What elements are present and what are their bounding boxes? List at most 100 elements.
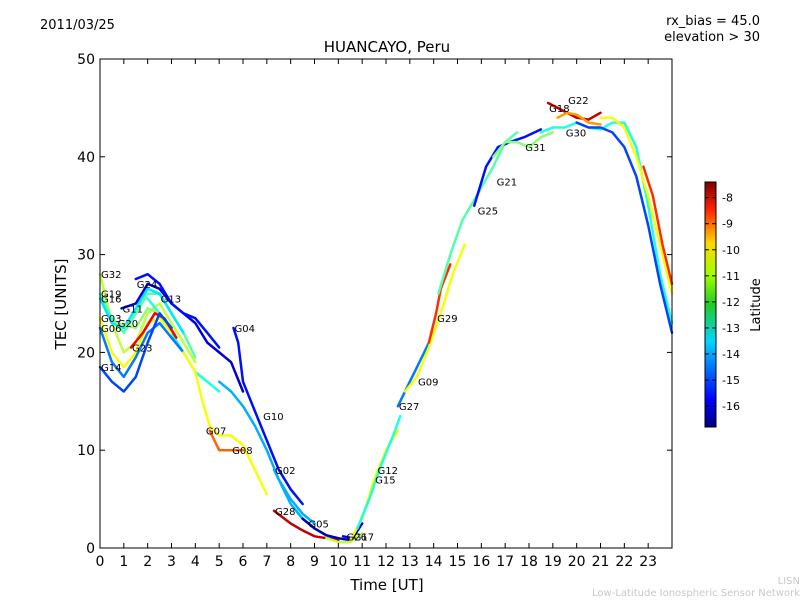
series-line-g30 bbox=[539, 121, 674, 325]
sat-label-g18: G18 bbox=[549, 104, 569, 115]
sat-label-g27: G27 bbox=[399, 402, 419, 413]
sat-label-g21: G21 bbox=[497, 177, 517, 188]
x-tick-label: 9 bbox=[310, 554, 319, 570]
x-tick-label: 6 bbox=[239, 554, 248, 570]
x-tick-label: 15 bbox=[449, 554, 467, 570]
sat-label-g15: G15 bbox=[375, 476, 395, 487]
colorbar-tick-label: -14 bbox=[722, 348, 740, 361]
x-tick-label: 14 bbox=[425, 554, 443, 570]
sat-label-g02: G02 bbox=[275, 466, 295, 477]
sat-label-g22: G22 bbox=[568, 96, 588, 107]
sat-label-g14: G14 bbox=[101, 363, 121, 374]
x-tick-label: 19 bbox=[544, 554, 562, 570]
series-line-g27 bbox=[396, 331, 435, 408]
colorbar-tick-label: -16 bbox=[722, 400, 740, 413]
sat-label-g24: G24 bbox=[137, 280, 157, 291]
x-tick-label: 12 bbox=[377, 554, 395, 570]
sat-label-g25: G25 bbox=[478, 207, 498, 218]
sat-label-g08: G08 bbox=[232, 446, 252, 457]
colorbar-tick-label: -15 bbox=[722, 374, 740, 387]
x-tick-label: 8 bbox=[286, 554, 295, 570]
y-tick-label: 0 bbox=[86, 541, 95, 557]
x-tick-label: 11 bbox=[353, 554, 371, 570]
y-tick-label: 30 bbox=[77, 248, 95, 264]
series-line-g31 bbox=[492, 131, 555, 159]
series-line-g32 bbox=[98, 272, 197, 364]
elevation-label: elevation > 30 bbox=[664, 30, 760, 45]
colorbar-label: Latitude bbox=[749, 278, 764, 332]
series-line-g30b bbox=[575, 121, 674, 335]
sat-label-g05: G05 bbox=[308, 520, 328, 531]
x-tick-label: 22 bbox=[615, 554, 633, 570]
chart-title: HUANCAYO, Peru bbox=[324, 38, 450, 56]
colorbar-tick-label: -12 bbox=[722, 296, 740, 309]
colorbar-tick-label: -13 bbox=[722, 322, 740, 335]
x-tick-label: 5 bbox=[215, 554, 224, 570]
series-line-g14 bbox=[98, 312, 173, 393]
watermark-network: Low-Latitude Ionospheric Sensor Network bbox=[592, 588, 800, 599]
series-line-g05 bbox=[301, 517, 352, 542]
sat-label-g20: G20 bbox=[118, 319, 138, 330]
series-line-g12 bbox=[356, 414, 402, 530]
series-line-g10 bbox=[217, 380, 316, 525]
y-axis-label: TEC [UNITS] bbox=[52, 259, 70, 351]
x-tick-label: 20 bbox=[568, 554, 586, 570]
series-line-g08 bbox=[208, 429, 245, 452]
series-line-g26 bbox=[325, 532, 364, 544]
x-tick-label: 1 bbox=[119, 554, 128, 570]
x-tick-label: 4 bbox=[191, 554, 200, 570]
y-tick-label: 10 bbox=[77, 443, 95, 459]
sat-label-g26: G26 bbox=[347, 532, 367, 543]
series-line-g22 bbox=[556, 111, 602, 126]
series-line-g24 bbox=[134, 272, 221, 349]
colorbar-tick-label: -9 bbox=[722, 218, 733, 231]
sat-label-g30: G30 bbox=[566, 128, 586, 139]
sat-label-g28: G28 bbox=[275, 507, 295, 518]
series-line-g16 bbox=[98, 287, 185, 335]
x-axis-label: Time [UT] bbox=[349, 576, 423, 594]
sat-label-g32: G32 bbox=[101, 270, 121, 281]
x-tick-label: 16 bbox=[472, 554, 490, 570]
watermark-lisn: LISN bbox=[777, 576, 800, 587]
series-line-g07 bbox=[182, 351, 269, 496]
x-tick-label: 21 bbox=[592, 554, 610, 570]
sat-label-g11: G11 bbox=[123, 304, 143, 315]
sat-label-g29: G29 bbox=[437, 314, 457, 325]
sat-label-g10: G10 bbox=[263, 412, 283, 423]
series-line-g04 bbox=[232, 326, 304, 506]
series-line-g29 bbox=[427, 263, 452, 344]
series-line-g30c bbox=[599, 116, 674, 295]
rx-bias-label: rx_bias = 45.0 bbox=[666, 14, 760, 29]
sat-label-g06: G06 bbox=[101, 324, 121, 335]
y-tick-label: 40 bbox=[77, 150, 95, 166]
sat-label-g12: G12 bbox=[378, 466, 398, 477]
series-line-g09 bbox=[403, 243, 466, 393]
y-tick-label: 20 bbox=[77, 345, 95, 361]
x-tick-label: 23 bbox=[639, 554, 657, 570]
x-tick-label: 18 bbox=[520, 554, 538, 570]
sat-label-g31: G31 bbox=[525, 143, 545, 154]
sat-label-g16: G16 bbox=[101, 295, 121, 306]
sat-label-g09: G09 bbox=[418, 378, 438, 389]
x-tick-label: 7 bbox=[262, 554, 271, 570]
series-line-g30d bbox=[642, 165, 674, 286]
colorbar bbox=[704, 181, 717, 428]
sat-label-g23: G23 bbox=[132, 344, 152, 355]
series-line-g18 bbox=[546, 101, 602, 121]
x-tick-label: 10 bbox=[329, 554, 347, 570]
x-tick-label: 2 bbox=[143, 554, 152, 570]
colorbar-tick-label: -11 bbox=[722, 270, 740, 283]
series-line-g06 bbox=[98, 321, 185, 379]
date-label: 2011/03/25 bbox=[40, 18, 115, 33]
x-tick-label: 0 bbox=[96, 554, 105, 570]
series-line-g03 bbox=[98, 316, 173, 369]
sat-label-g13: G13 bbox=[161, 295, 181, 306]
sat-label-g17: G17 bbox=[354, 532, 374, 543]
sat-label-g03: G03 bbox=[101, 314, 121, 325]
sat-label-g19: G19 bbox=[101, 290, 121, 301]
x-tick-label: 3 bbox=[167, 554, 176, 570]
sat-label-g04: G04 bbox=[235, 324, 255, 335]
y-tick-label: 50 bbox=[77, 52, 95, 68]
colorbar-tick-label: -8 bbox=[722, 192, 733, 205]
